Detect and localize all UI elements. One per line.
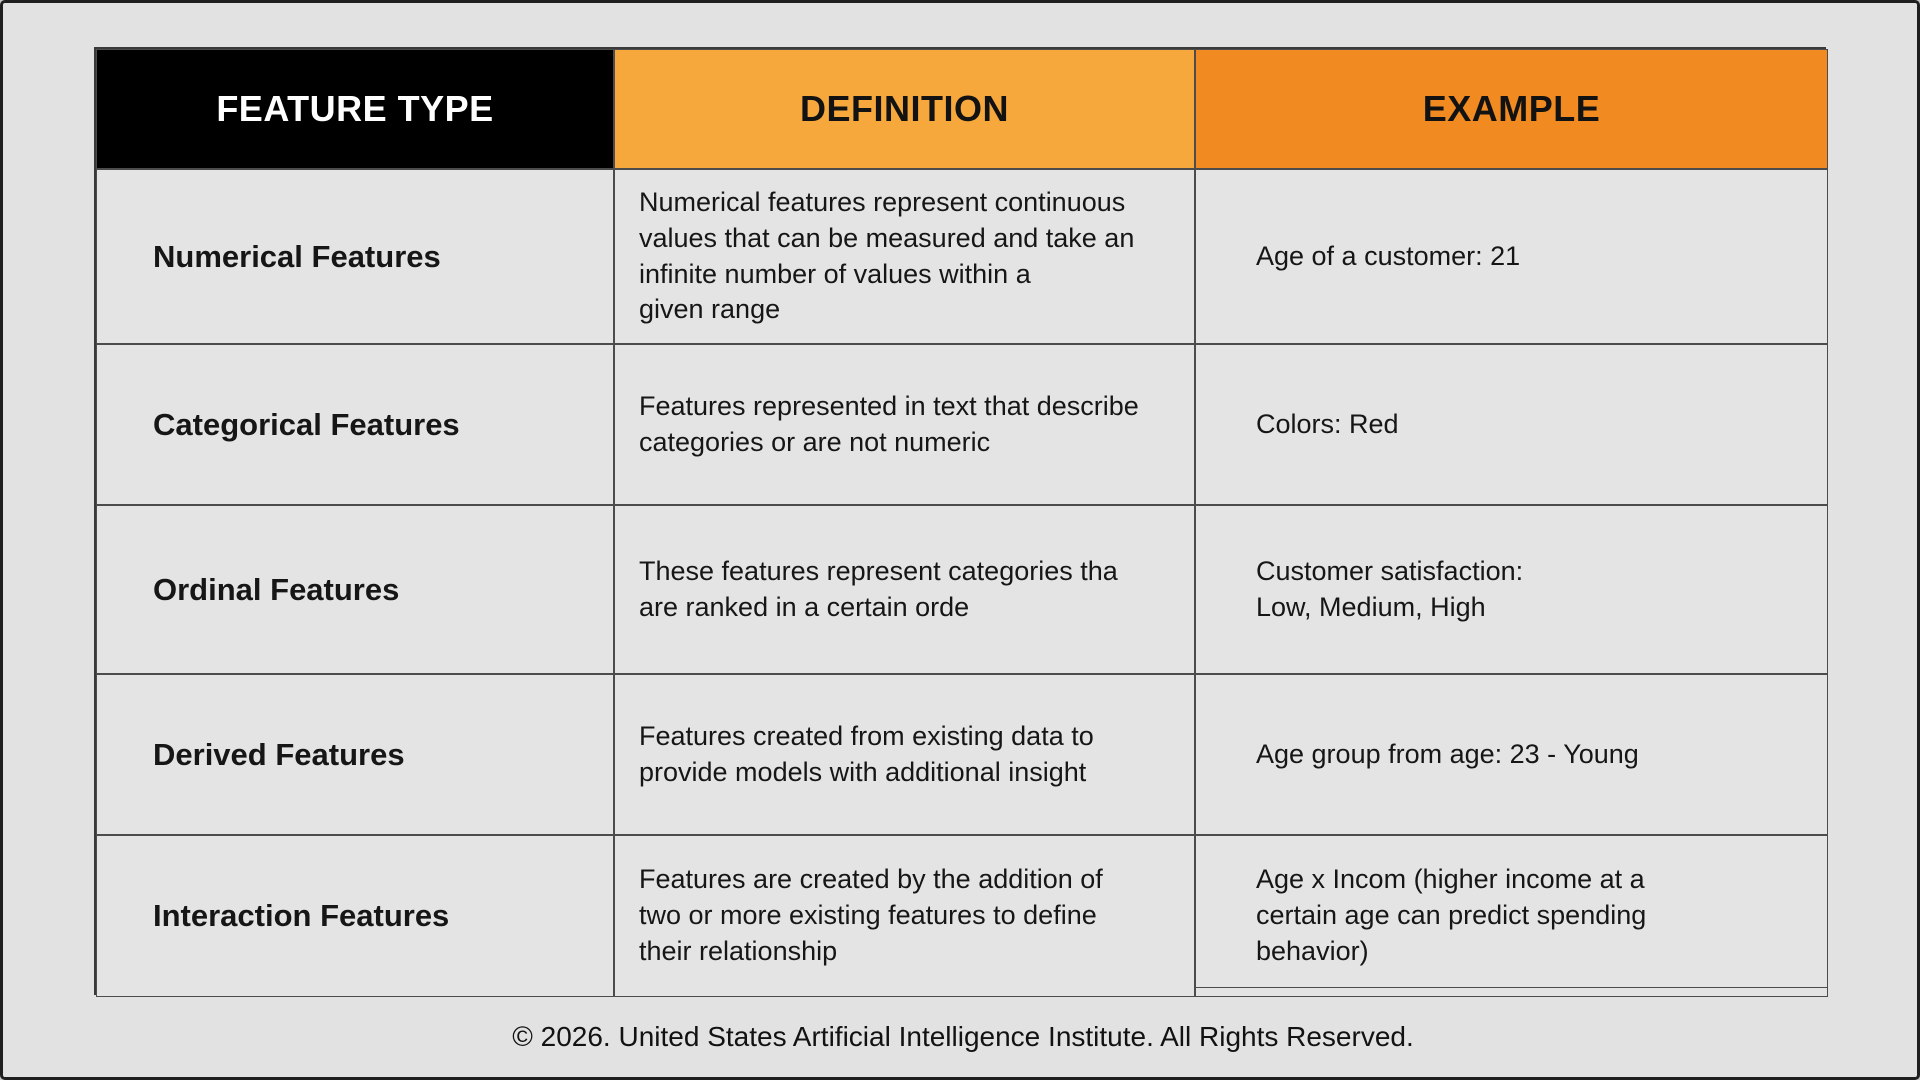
row-derived-definition: Features created from existing data to p… <box>614 674 1195 835</box>
row-ordinal-example: Customer satisfaction: Low, Medium, High <box>1195 505 1828 674</box>
column-header-example: EXAMPLE <box>1195 49 1828 169</box>
row-categorical-definition: Features represented in text that descri… <box>614 344 1195 505</box>
row-derived-example: Age group from age: 23 - Young <box>1195 674 1828 835</box>
row-ordinal-feature-type: Ordinal Features <box>96 505 614 674</box>
row-interaction-feature-type: Interaction Features <box>96 835 614 997</box>
row-categorical-example: Colors: Red <box>1195 344 1828 505</box>
row-numerical-feature-type: Numerical Features <box>96 169 614 344</box>
column-header-feature-type-label: FEATURE TYPE <box>216 88 494 129</box>
row-numerical-definition: Numerical features represent continuous … <box>614 169 1195 344</box>
column-header-feature-type: FEATURE TYPE <box>96 49 614 169</box>
column-header-definition-label: DEFINITION <box>800 88 1009 129</box>
row-numerical-example: Age of a customer: 21 <box>1195 169 1828 344</box>
row-interaction-definition: Features are created by the addition of … <box>614 835 1195 997</box>
column-header-definition: DEFINITION <box>614 49 1195 169</box>
row-interaction-example: Age x Incom (higher income at a certain … <box>1195 835 1828 997</box>
copyright-footer: © 2026. United States Artificial Intelli… <box>512 1021 1414 1052</box>
row-categorical-feature-type: Categorical Features <box>96 344 614 505</box>
column-header-example-label: EXAMPLE <box>1422 88 1601 129</box>
row-ordinal-definition: These features represent categories tha … <box>614 505 1195 674</box>
feature-types-table: FEATURE TYPE DEFINITION EXAMPLE Numerica… <box>94 47 1828 997</box>
row-derived-feature-type: Derived Features <box>96 674 614 835</box>
